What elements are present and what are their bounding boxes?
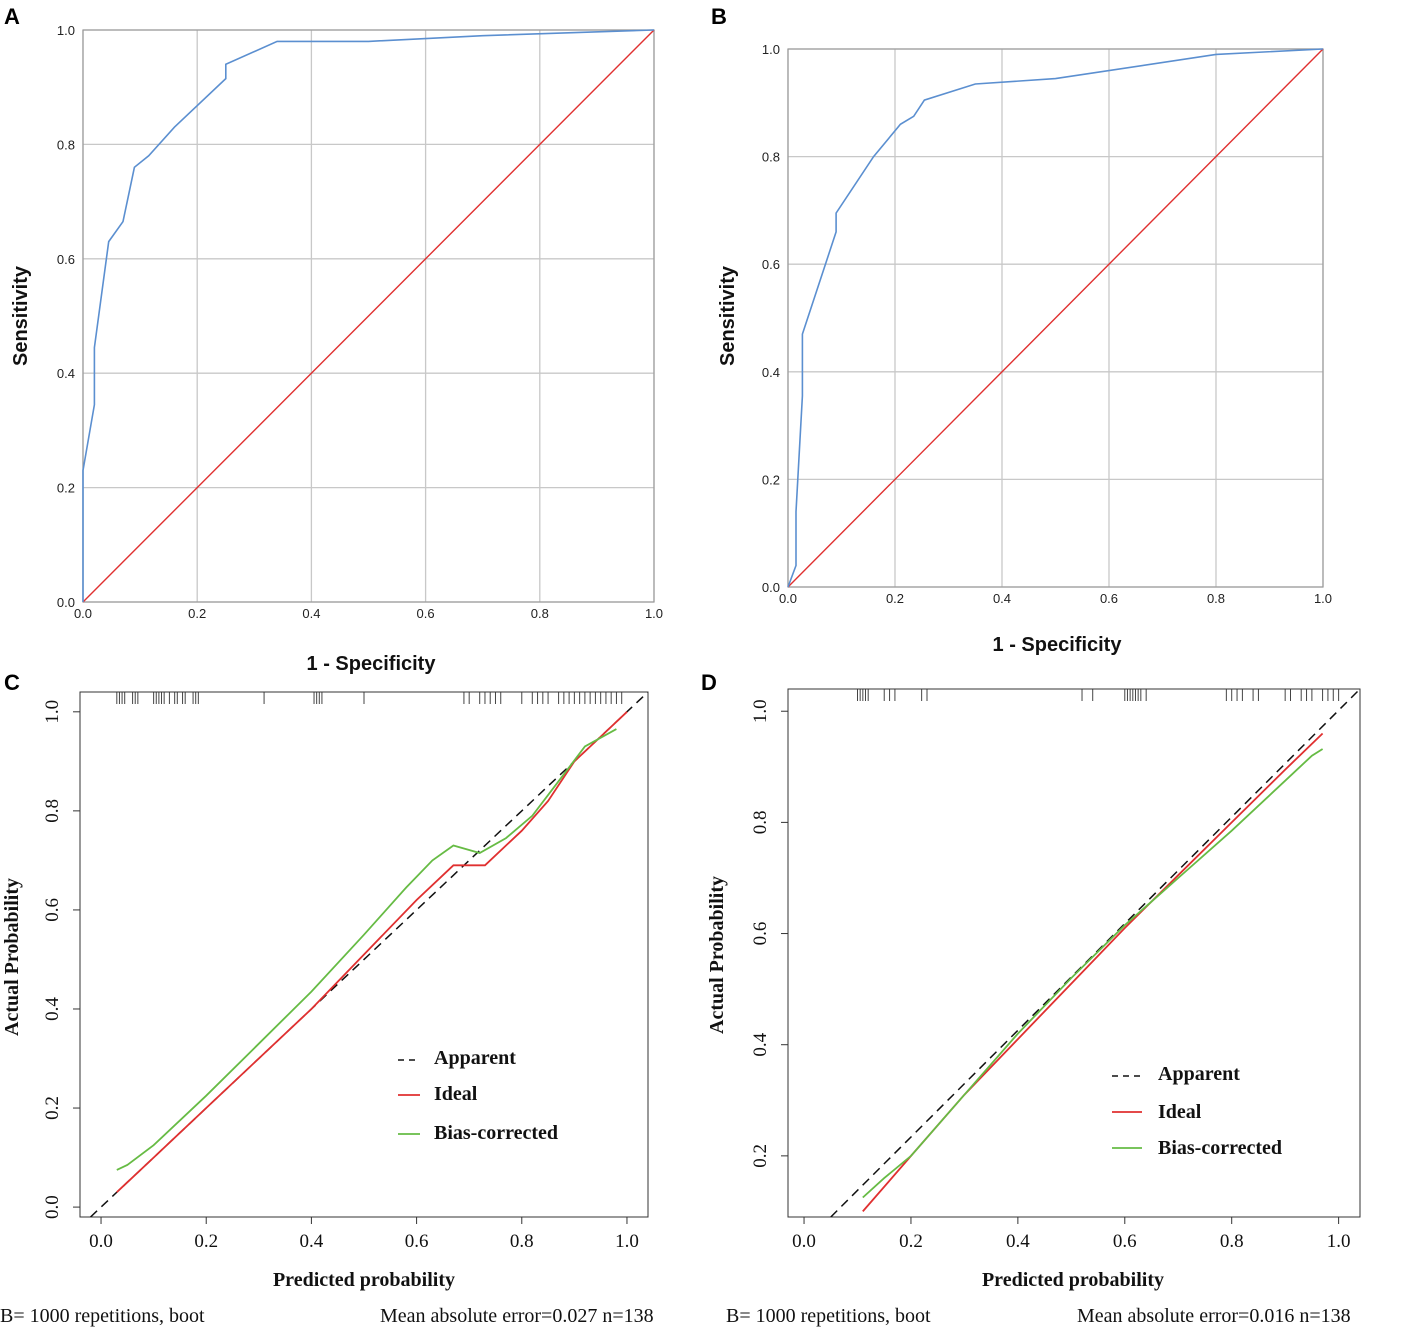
x-tick-label-d-0: 0.0 <box>792 1231 816 1252</box>
y-tick-label-d-0: 0.2 <box>750 1144 771 1168</box>
x-tick-labels-b: 0.0 0.2 0.4 0.6 0.8 1.0 <box>779 591 1332 606</box>
plot-frame-c <box>79 691 649 1218</box>
y-tick-label-b-5: 1.0 <box>762 42 780 57</box>
x-tick-label-d-5: 1.0 <box>1327 1231 1351 1252</box>
y-tick-label-b-1: 0.2 <box>762 472 780 487</box>
x-axis-label-a: 1 - Specificity <box>307 653 437 675</box>
y-tick-label-a-2: 0.4 <box>57 366 75 381</box>
apparent-line-d <box>830 689 1360 1217</box>
footer-repetitions-d: B= 1000 repetitions, boot <box>726 1305 931 1327</box>
y-tick-label-c-3: 0.6 <box>42 898 63 922</box>
x-tick-label-c-5: 1.0 <box>615 1231 639 1252</box>
x-tick-label-a-4: 0.8 <box>531 606 549 621</box>
legend-label-bias-d: Bias-corrected <box>1158 1137 1282 1159</box>
y-tick-labels-c: 0.0 0.2 0.4 0.6 0.8 1.0 <box>42 700 80 1219</box>
footer-repetitions-c: B= 1000 repetitions, boot <box>0 1305 205 1327</box>
y-tick-label-a-4: 0.8 <box>57 137 75 152</box>
y-tick-label-b-3: 0.6 <box>762 257 780 272</box>
x-tick-label-b-5: 1.0 <box>1314 591 1332 606</box>
y-tick-label-b-2: 0.4 <box>762 365 780 380</box>
y-tick-label-c-0: 0.0 <box>42 1195 63 1219</box>
x-tick-labels-a: 0.0 0.2 0.4 0.6 0.8 1.0 <box>74 606 663 621</box>
x-tick-labels-c: 0.0 0.2 0.4 0.6 0.8 1.0 <box>89 1217 639 1252</box>
x-tick-label-b-3: 0.6 <box>1100 591 1118 606</box>
bias-corrected-line-c <box>116 728 617 1171</box>
x-axis-label-d: Predicted probability <box>982 1269 1164 1291</box>
x-tick-label-b-4: 0.8 <box>1207 591 1225 606</box>
roc-curve-a <box>82 29 655 602</box>
panel-label-a: A <box>4 4 20 29</box>
x-tick-label-d-1: 0.2 <box>899 1231 923 1252</box>
legend-label-ideal-c: Ideal <box>434 1083 478 1105</box>
plot-frame-b <box>787 48 1324 588</box>
panel-label-b: B <box>711 4 727 29</box>
legend-label-bias-c: Bias-corrected <box>434 1122 558 1144</box>
legend-label-apparent-d: Apparent <box>1158 1063 1240 1085</box>
y-tick-label-b-0: 0.0 <box>762 580 780 595</box>
x-tick-label-a-0: 0.0 <box>74 606 92 621</box>
legend-d: Apparent Ideal Bias-corrected <box>1112 1063 1282 1159</box>
y-tick-label-c-2: 0.4 <box>42 997 63 1021</box>
y-tick-label-a-5: 1.0 <box>57 23 75 38</box>
y-tick-label-d-2: 0.6 <box>750 922 771 946</box>
x-tick-label-a-3: 0.6 <box>417 606 435 621</box>
y-tick-labels-d: 0.2 0.4 0.6 0.8 1.0 <box>750 699 788 1168</box>
y-axis-label-d: Actual Probability <box>706 876 728 1034</box>
legend-label-apparent-c: Apparent <box>434 1047 516 1069</box>
y-tick-label-c-1: 0.2 <box>42 1096 63 1120</box>
x-axis-label-c: Predicted probability <box>273 1269 455 1291</box>
ideal-line-c <box>116 711 628 1193</box>
y-tick-label-d-3: 0.8 <box>750 811 771 835</box>
y-tick-label-a-1: 0.2 <box>57 481 75 496</box>
y-axis-label-a: Sensitivity <box>10 265 32 366</box>
y-axis-label-b: Sensitivity <box>717 265 739 366</box>
reference-line-a <box>82 29 655 603</box>
y-tick-label-b-4: 0.8 <box>762 150 780 165</box>
bias-corrected-line-d <box>862 748 1324 1199</box>
x-tick-label-c-0: 0.0 <box>89 1231 113 1252</box>
rug-marks-c <box>116 692 623 704</box>
x-tick-label-b-0: 0.0 <box>779 591 797 606</box>
x-tick-label-a-5: 1.0 <box>645 606 663 621</box>
x-tick-label-a-2: 0.4 <box>302 606 320 621</box>
rug-marks-d <box>856 689 1340 701</box>
y-tick-label-d-4: 1.0 <box>750 699 771 723</box>
x-tick-label-c-4: 0.8 <box>510 1231 534 1252</box>
y-tick-label-c-4: 0.8 <box>42 799 63 823</box>
y-tick-label-a-3: 0.6 <box>57 252 75 267</box>
plot-frame-a <box>82 29 655 603</box>
x-axis-label-b: 1 - Specificity <box>993 634 1123 656</box>
footer-mae-d: Mean absolute error=0.016 n=138 <box>1077 1305 1351 1327</box>
x-tick-label-b-2: 0.4 <box>993 591 1011 606</box>
x-tick-label-d-4: 0.8 <box>1220 1231 1244 1252</box>
panel-label-d: D <box>701 670 717 695</box>
panel-d: D 0.0 0.2 0.4 0.6 0.8 1.0 0.2 0.4 0.6 0.8 1.0 Pre… <box>701 670 1361 1327</box>
y-tick-label-c-5: 1.0 <box>42 700 63 724</box>
y-tick-label-a-0: 0.0 <box>57 595 75 610</box>
x-tick-label-a-1: 0.2 <box>188 606 206 621</box>
x-tick-label-c-3: 0.6 <box>405 1231 429 1252</box>
x-tick-labels-d: 0.0 0.2 0.4 0.6 0.8 1.0 <box>792 1217 1350 1252</box>
roc-curve-b <box>787 48 1324 588</box>
legend-label-ideal-d: Ideal <box>1158 1101 1202 1123</box>
x-tick-label-d-2: 0.4 <box>1006 1231 1030 1252</box>
panel-label-c: C <box>4 670 20 695</box>
y-tick-label-d-1: 0.4 <box>750 1032 771 1056</box>
panel-c: C 0.0 0.2 0.4 0.6 0.8 1.0 0.00.20.40.60.81.0 … <box>0 670 654 1327</box>
x-tick-label-b-1: 0.2 <box>886 591 904 606</box>
y-axis-label-c: Actual Probability <box>1 878 23 1036</box>
x-tick-label-d-3: 0.6 <box>1113 1231 1137 1252</box>
plot-frame-d <box>787 688 1361 1218</box>
panel-a: A 0.0 0.2 0.4 0.6 0.8 1.0 0.00.20.40.60.81.0 … <box>4 4 663 675</box>
legend-c: Apparent Ideal Bias-corrected <box>398 1047 558 1144</box>
y-tick-labels-a: 0.0 0.2 0.4 0.6 0.8 1.0 <box>57 23 75 610</box>
y-tick-labels-b: 0.0 0.2 0.4 0.6 0.8 1.0 <box>762 42 780 595</box>
x-tick-label-c-2: 0.4 <box>300 1231 324 1252</box>
footer-mae-c: Mean absolute error=0.027 n=138 <box>380 1305 654 1327</box>
panel-b: B 0.0 0.2 0.4 0.6 0.8 1.0 0.00.20.40.60.81.0 … <box>711 4 1332 656</box>
x-tick-label-c-1: 0.2 <box>194 1231 218 1252</box>
reference-line-b <box>787 48 1324 588</box>
